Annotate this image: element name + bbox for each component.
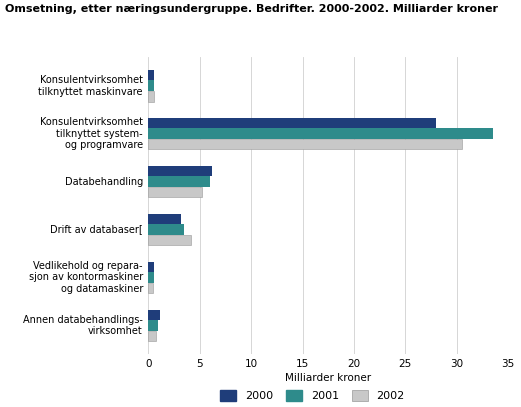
Legend: 2000, 2001, 2002: 2000, 2001, 2002 [220,390,405,401]
Bar [148,214,181,224]
Bar [148,330,156,341]
Bar [148,272,154,283]
Bar [148,224,184,235]
Bar [148,310,160,320]
X-axis label: Milliarder kroner: Milliarder kroner [285,373,371,383]
Bar [148,70,154,81]
Bar [148,81,154,91]
Bar [148,139,462,149]
Bar [148,118,436,128]
Bar [148,187,202,197]
Bar [148,235,191,245]
Bar [148,128,492,139]
Bar [148,283,153,293]
Text: Omsetning, etter næringsundergruppe. Bedrifter. 2000-2002. Milliarder kroner: Omsetning, etter næringsundergruppe. Bed… [5,4,498,14]
Bar [148,176,210,187]
Bar [148,166,212,176]
Bar [148,320,158,330]
Bar [148,91,154,102]
Bar [148,262,154,272]
